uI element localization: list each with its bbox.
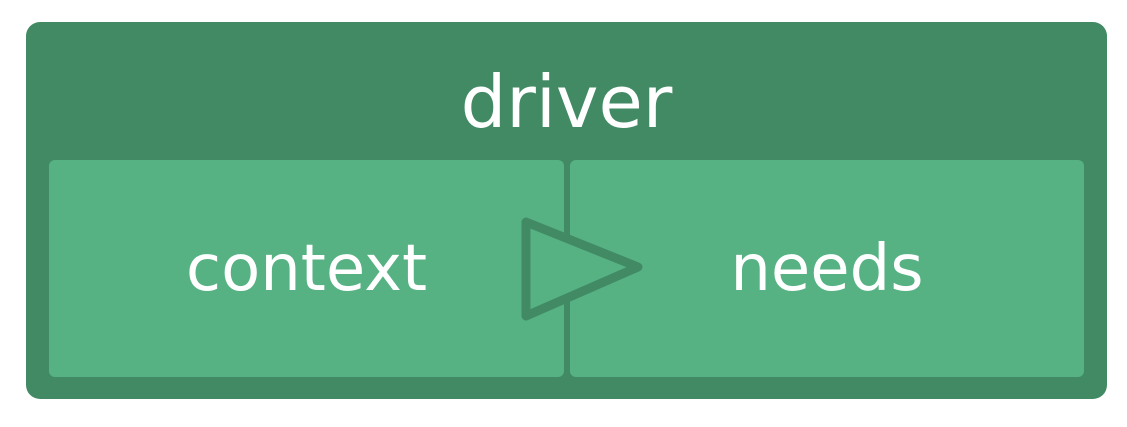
- driver-title: driver: [460, 60, 673, 144]
- arrow-shape: [521, 217, 643, 321]
- context-box: context: [49, 160, 564, 377]
- triangle-arrow-icon: [521, 217, 643, 321]
- needs-box: needs: [570, 160, 1084, 377]
- needs-label: needs: [730, 231, 924, 306]
- context-label: context: [185, 231, 428, 306]
